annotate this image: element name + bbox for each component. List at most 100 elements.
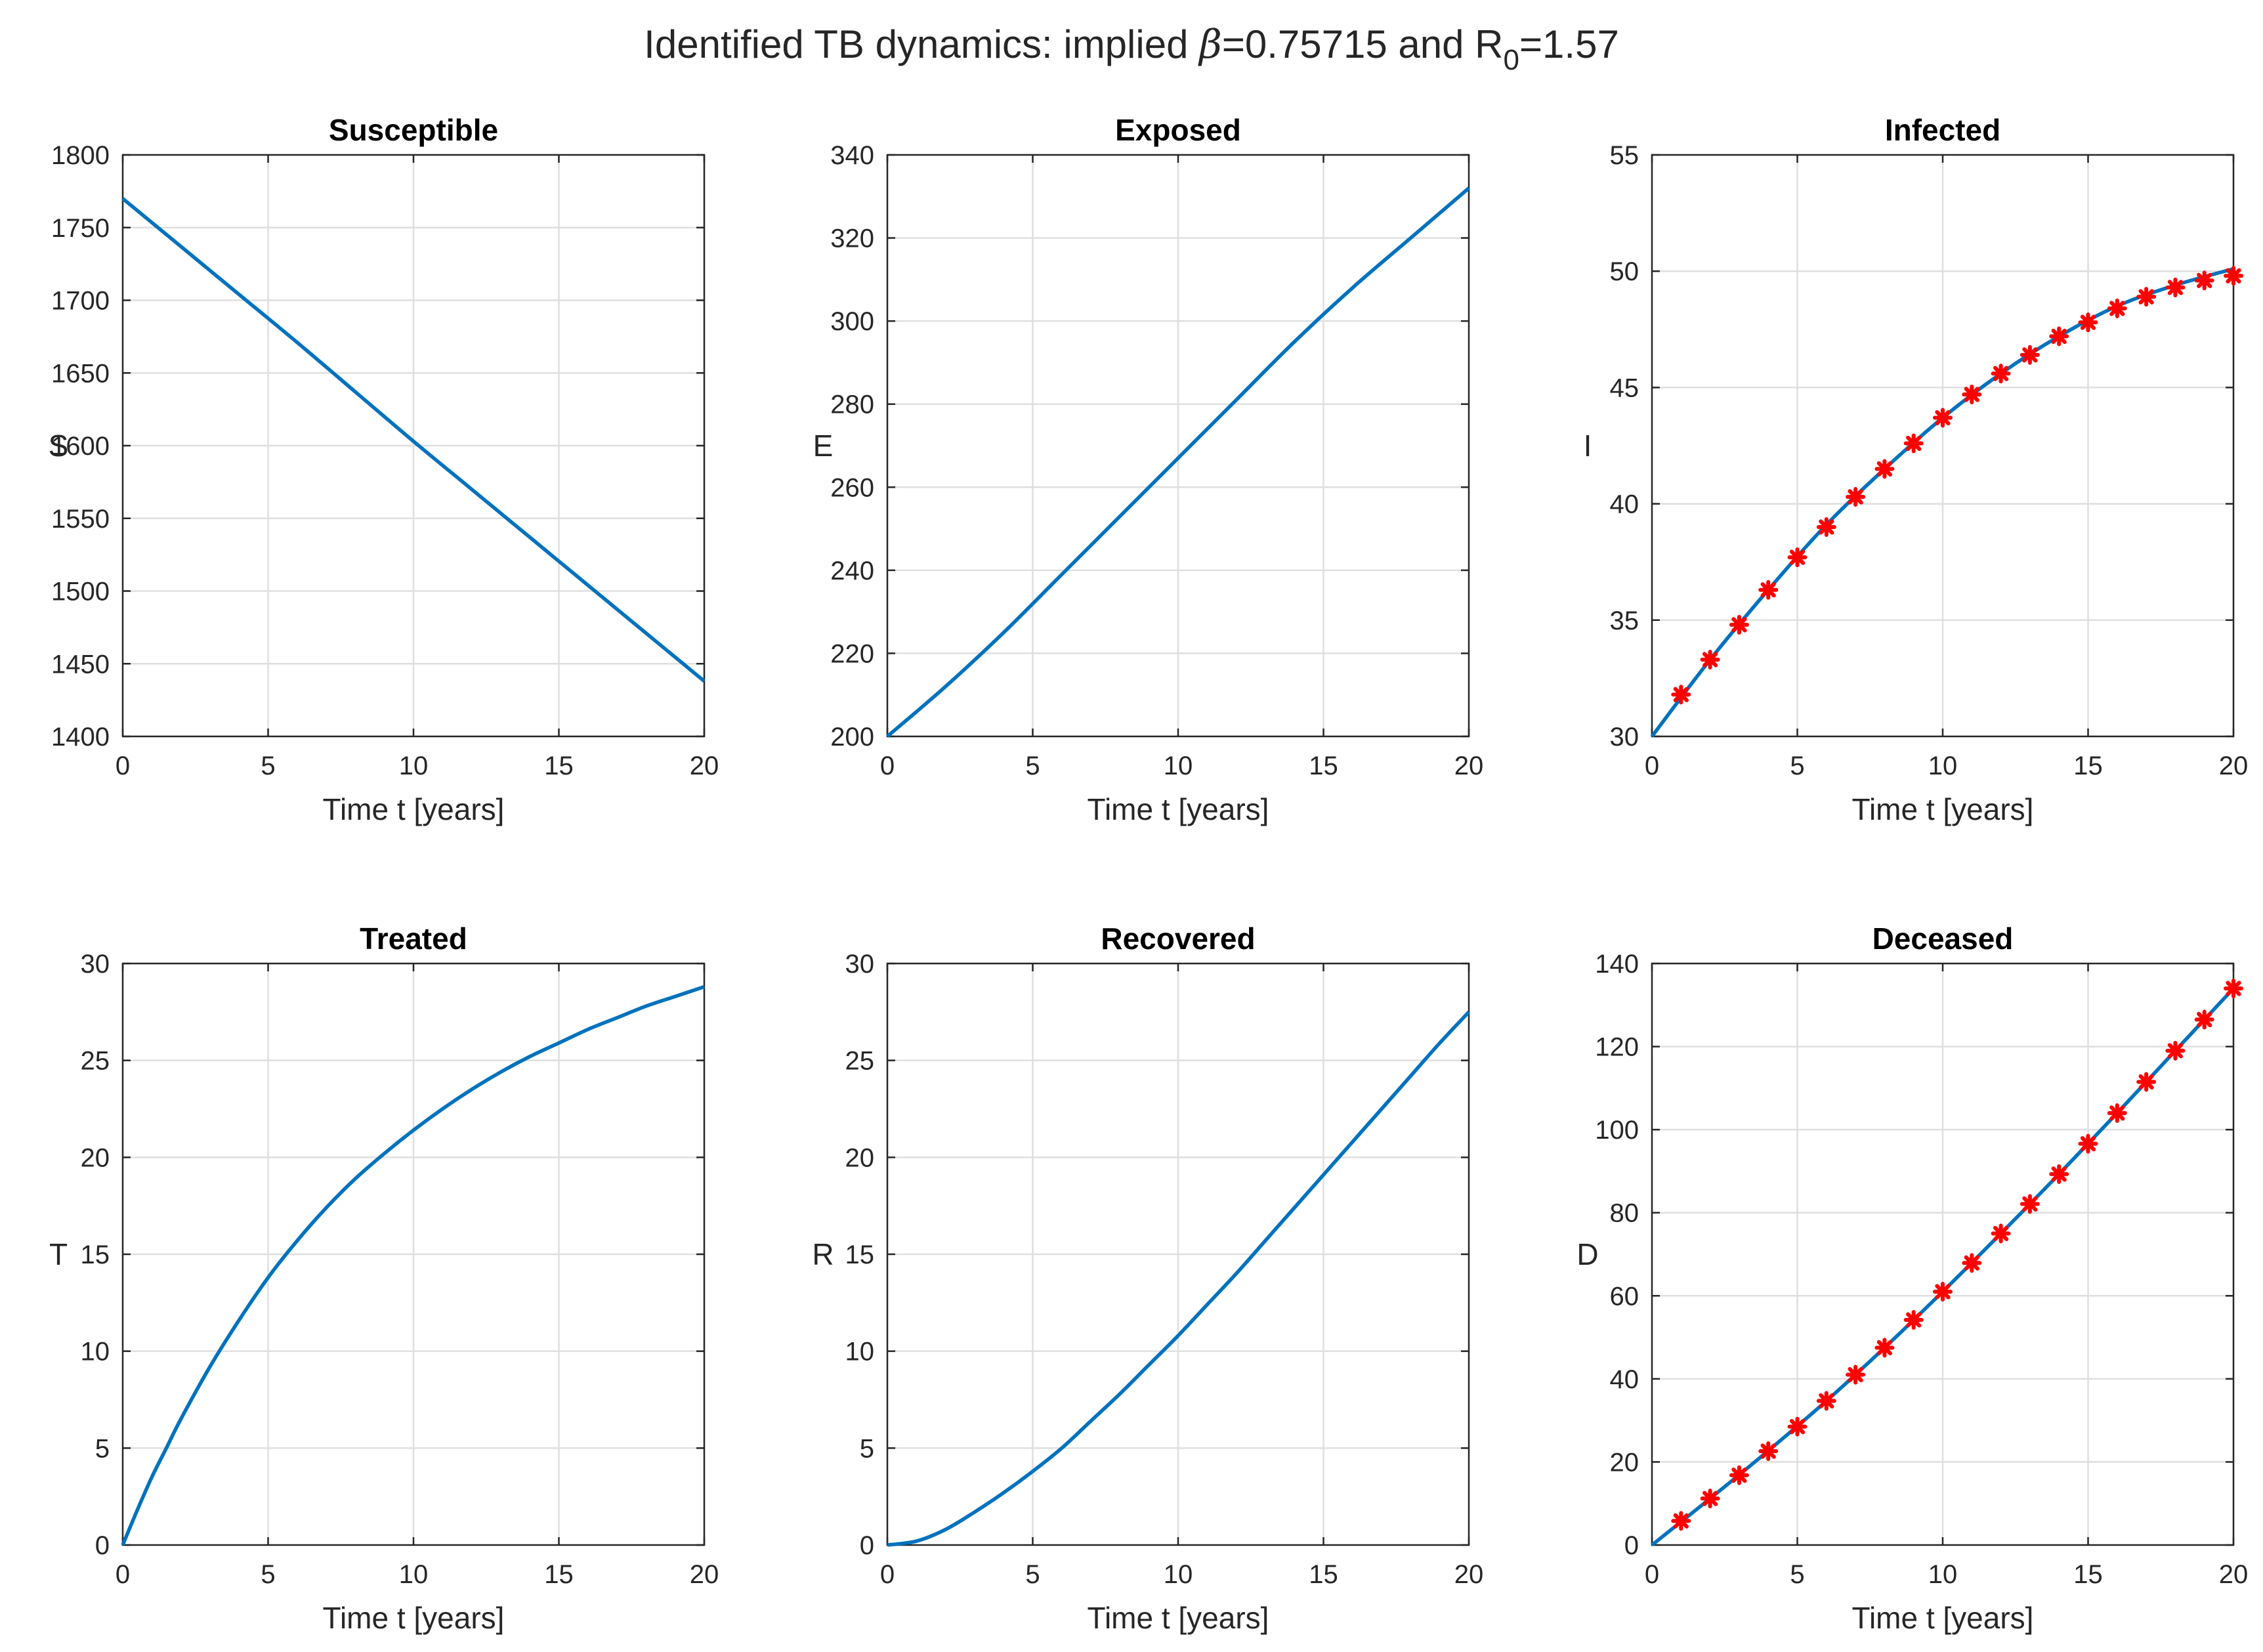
y-tick-label: 1550 (51, 505, 110, 534)
subplot-susceptible: 0 5 10 15 20 1400 1450 1500 1550 1600 1650 1700 1750… (49, 113, 719, 826)
x-axis-label: Time t [years] (1852, 1601, 2034, 1635)
x-tick-label: 10 (1164, 752, 1193, 780)
data-point-marker (2165, 1040, 2186, 1061)
data-point-marker (2224, 266, 2243, 286)
y-tick-label: 20 (81, 1143, 110, 1172)
data-point-marker (1962, 1253, 1982, 1273)
x-tick-label: 15 (2073, 752, 2103, 780)
data-point-marker (1787, 547, 1808, 568)
data-point-marker (2136, 287, 2157, 307)
y-tick-label: 1450 (51, 650, 110, 679)
data-point-marker (2165, 278, 2186, 298)
data-point-marker (1874, 1338, 1895, 1358)
subplot-title: Recovered (1101, 921, 1255, 956)
title-prefix: Identified TB dynamics: implied (644, 22, 1199, 66)
y-tick-label: 45 (1610, 373, 1639, 402)
y-tick-label: 300 (830, 307, 874, 336)
x-tick-label: 0 (880, 752, 895, 780)
y-tick-label: 1500 (51, 578, 110, 606)
y-tick-label: 340 (830, 141, 874, 170)
subplot-infected: 0 5 10 15 20 30 35 40 45 50 55 Infected Time t [year… (1584, 113, 2249, 826)
y-tick-label: 40 (1610, 1365, 1639, 1394)
data-point-marker (2020, 1194, 2040, 1214)
x-tick-label: 15 (544, 1560, 574, 1589)
y-tick-label: 80 (1610, 1199, 1639, 1228)
x-axis-label: Time t [years] (1088, 1601, 1269, 1635)
data-point-marker (1729, 614, 1749, 635)
figure-title: Identified TB dynamics: implied β=0.7571… (644, 22, 1619, 76)
x-tick-label: 10 (1164, 1560, 1193, 1589)
x-tick-label: 20 (690, 752, 719, 780)
x-tick-label: 20 (2219, 752, 2249, 780)
data-point-marker (1758, 1441, 1779, 1461)
subplot-title: Infected (1885, 113, 2000, 147)
data-markers (1671, 978, 2243, 1531)
y-tick-label: 20 (1610, 1448, 1639, 1477)
model-curve-susceptible (121, 197, 706, 683)
y-tick-label: 25 (845, 1047, 875, 1076)
y-tick-label: 0 (860, 1531, 874, 1560)
x-axis-label: Time t [years] (1088, 792, 1269, 826)
y-tick-label: 1600 (51, 432, 110, 461)
y-tick-label: 100 (1595, 1116, 1639, 1145)
model-curve-recovered (887, 1010, 1471, 1547)
data-point-marker (1962, 385, 1982, 405)
y-axis-label: S (49, 429, 69, 463)
x-tick-label: 20 (1454, 752, 1484, 780)
x-tick-label: 0 (880, 1560, 895, 1589)
data-point-marker (2224, 978, 2243, 998)
y-tick-label: 1400 (51, 723, 110, 752)
x-tick-label: 10 (399, 752, 429, 780)
x-axis-label: Time t [years] (1852, 792, 2034, 826)
x-tick-label: 15 (544, 752, 574, 780)
y-tick-label: 25 (81, 1047, 110, 1076)
x-tick-label: 20 (2219, 1560, 2249, 1589)
data-point-marker (1874, 459, 1895, 479)
x-axis-label: Time t [years] (323, 1601, 505, 1635)
data-point-marker (1933, 1281, 1953, 1302)
x-axis-label: Time t [years] (323, 792, 505, 826)
y-tick-label: 35 (1610, 606, 1639, 635)
y-tick-label: 50 (1610, 257, 1639, 286)
data-point-marker (2020, 345, 2040, 365)
x-tick-label: 0 (1645, 752, 1659, 780)
data-point-marker (1991, 1223, 2011, 1244)
data-point-marker (1671, 685, 1691, 705)
data-point-marker (1903, 1309, 1924, 1330)
x-tick-label: 5 (1790, 752, 1804, 780)
x-tick-label: 5 (261, 1560, 275, 1589)
data-point-marker (1787, 1416, 1808, 1437)
data-point-marker (2194, 1009, 2214, 1030)
y-axis-label: D (1576, 1237, 1598, 1271)
y-tick-label: 1650 (51, 359, 110, 388)
subplot-title: Exposed (1115, 113, 1241, 147)
data-markers (1671, 266, 2243, 705)
y-tick-label: 55 (1610, 141, 1639, 170)
r0-value: =1.57 (1519, 22, 1619, 66)
y-tick-label: 60 (1610, 1282, 1639, 1311)
y-tick-label: 1700 (51, 287, 110, 316)
x-tick-label: 5 (1790, 1560, 1804, 1589)
beta-symbol: β (1198, 22, 1222, 68)
y-tick-label: 140 (1595, 950, 1639, 979)
data-point-marker (2107, 298, 2127, 318)
y-tick-label: 320 (830, 224, 874, 253)
r0-subscript: 0 (1504, 44, 1519, 76)
x-tick-label: 15 (1309, 752, 1338, 780)
y-tick-label: 30 (1610, 723, 1639, 752)
y-tick-label: 0 (95, 1531, 110, 1560)
x-tick-label: 0 (116, 1560, 130, 1589)
data-point-marker (1729, 1465, 1749, 1485)
y-tick-label: 40 (1610, 490, 1639, 519)
y-axis-label: E (813, 429, 834, 463)
data-point-marker (1671, 1511, 1691, 1531)
x-tick-label: 10 (1928, 752, 1958, 780)
x-tick-label: 20 (690, 1560, 719, 1589)
y-tick-label: 5 (95, 1434, 110, 1463)
y-tick-label: 220 (830, 639, 874, 668)
y-tick-label: 240 (830, 557, 874, 585)
data-point-marker (2049, 1164, 2069, 1184)
y-tick-label: 200 (830, 723, 874, 752)
data-point-marker (1758, 580, 1779, 600)
